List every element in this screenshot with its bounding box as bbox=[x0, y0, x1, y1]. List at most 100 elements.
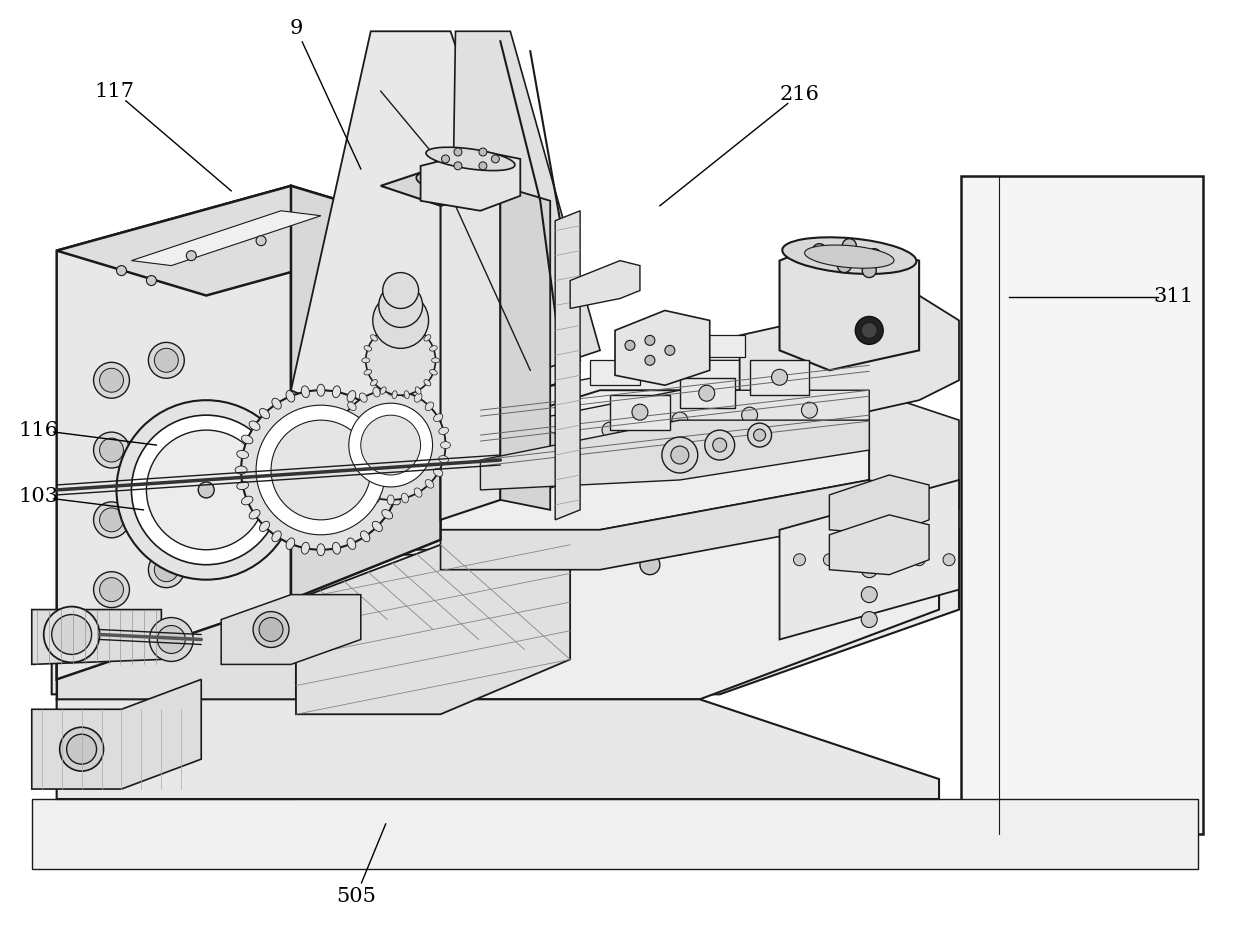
Ellipse shape bbox=[425, 402, 434, 411]
Text: 103: 103 bbox=[19, 488, 58, 506]
Circle shape bbox=[99, 368, 124, 392]
Polygon shape bbox=[296, 545, 570, 714]
Polygon shape bbox=[570, 260, 640, 309]
Ellipse shape bbox=[331, 442, 341, 448]
Ellipse shape bbox=[347, 538, 356, 549]
Circle shape bbox=[155, 558, 179, 581]
Circle shape bbox=[842, 239, 857, 253]
Circle shape bbox=[625, 341, 635, 350]
Circle shape bbox=[662, 437, 698, 473]
Circle shape bbox=[203, 472, 239, 508]
Ellipse shape bbox=[425, 479, 434, 489]
Ellipse shape bbox=[415, 387, 422, 394]
Ellipse shape bbox=[414, 488, 422, 497]
Circle shape bbox=[862, 536, 877, 553]
Polygon shape bbox=[440, 186, 501, 519]
Ellipse shape bbox=[434, 469, 443, 476]
Polygon shape bbox=[291, 186, 440, 600]
Ellipse shape bbox=[392, 322, 397, 329]
Polygon shape bbox=[281, 490, 869, 530]
Ellipse shape bbox=[382, 421, 393, 431]
Ellipse shape bbox=[317, 385, 325, 396]
Circle shape bbox=[93, 432, 129, 468]
Circle shape bbox=[640, 519, 660, 540]
Ellipse shape bbox=[259, 408, 269, 418]
Circle shape bbox=[155, 348, 179, 373]
Polygon shape bbox=[780, 241, 919, 371]
Ellipse shape bbox=[427, 147, 515, 170]
Circle shape bbox=[632, 404, 649, 420]
Circle shape bbox=[856, 316, 883, 344]
Ellipse shape bbox=[362, 358, 370, 363]
Circle shape bbox=[155, 418, 179, 442]
Ellipse shape bbox=[361, 531, 370, 542]
Ellipse shape bbox=[339, 414, 348, 421]
Circle shape bbox=[99, 438, 124, 462]
Circle shape bbox=[93, 502, 129, 538]
Circle shape bbox=[241, 390, 401, 549]
Circle shape bbox=[383, 272, 419, 309]
Circle shape bbox=[117, 401, 296, 579]
Ellipse shape bbox=[429, 345, 438, 351]
Polygon shape bbox=[869, 390, 959, 510]
Polygon shape bbox=[830, 475, 929, 534]
Ellipse shape bbox=[347, 390, 356, 402]
Circle shape bbox=[801, 402, 817, 418]
Ellipse shape bbox=[236, 466, 247, 474]
Polygon shape bbox=[420, 151, 521, 211]
Ellipse shape bbox=[332, 542, 341, 554]
Polygon shape bbox=[480, 390, 869, 460]
Circle shape bbox=[794, 554, 806, 565]
Circle shape bbox=[146, 431, 267, 549]
Circle shape bbox=[665, 345, 675, 356]
Ellipse shape bbox=[332, 456, 342, 463]
Text: 216: 216 bbox=[780, 84, 820, 104]
Circle shape bbox=[93, 362, 129, 398]
Ellipse shape bbox=[361, 398, 370, 409]
Ellipse shape bbox=[434, 414, 443, 421]
Circle shape bbox=[603, 422, 618, 438]
Polygon shape bbox=[291, 431, 899, 555]
Circle shape bbox=[812, 243, 826, 257]
Circle shape bbox=[859, 549, 879, 570]
Ellipse shape bbox=[528, 474, 552, 487]
Circle shape bbox=[210, 408, 233, 432]
Circle shape bbox=[490, 560, 511, 579]
Bar bbox=[610, 395, 670, 431]
Circle shape bbox=[748, 423, 771, 447]
Circle shape bbox=[479, 162, 487, 169]
Circle shape bbox=[149, 551, 185, 588]
Ellipse shape bbox=[286, 538, 295, 549]
Circle shape bbox=[454, 162, 463, 169]
Ellipse shape bbox=[414, 393, 422, 402]
Circle shape bbox=[645, 356, 655, 365]
Circle shape bbox=[157, 625, 185, 653]
Polygon shape bbox=[57, 186, 440, 296]
Text: 117: 117 bbox=[94, 81, 134, 101]
Circle shape bbox=[476, 191, 485, 198]
Text: 311: 311 bbox=[1153, 287, 1193, 306]
Circle shape bbox=[210, 478, 233, 502]
Ellipse shape bbox=[389, 435, 401, 444]
Circle shape bbox=[446, 191, 455, 198]
Circle shape bbox=[542, 472, 558, 488]
Circle shape bbox=[482, 482, 498, 498]
Circle shape bbox=[336, 390, 445, 500]
Ellipse shape bbox=[242, 496, 253, 505]
Ellipse shape bbox=[782, 238, 916, 274]
Ellipse shape bbox=[371, 380, 377, 386]
Ellipse shape bbox=[339, 469, 348, 476]
Ellipse shape bbox=[805, 245, 894, 269]
Ellipse shape bbox=[347, 479, 356, 489]
Circle shape bbox=[823, 554, 836, 565]
Polygon shape bbox=[131, 211, 321, 266]
Ellipse shape bbox=[381, 387, 386, 394]
Polygon shape bbox=[32, 680, 201, 789]
Ellipse shape bbox=[259, 521, 269, 532]
Ellipse shape bbox=[372, 408, 382, 418]
Circle shape bbox=[259, 618, 283, 641]
Circle shape bbox=[373, 293, 429, 348]
Ellipse shape bbox=[404, 390, 409, 399]
Circle shape bbox=[862, 322, 877, 339]
Ellipse shape bbox=[389, 496, 401, 505]
